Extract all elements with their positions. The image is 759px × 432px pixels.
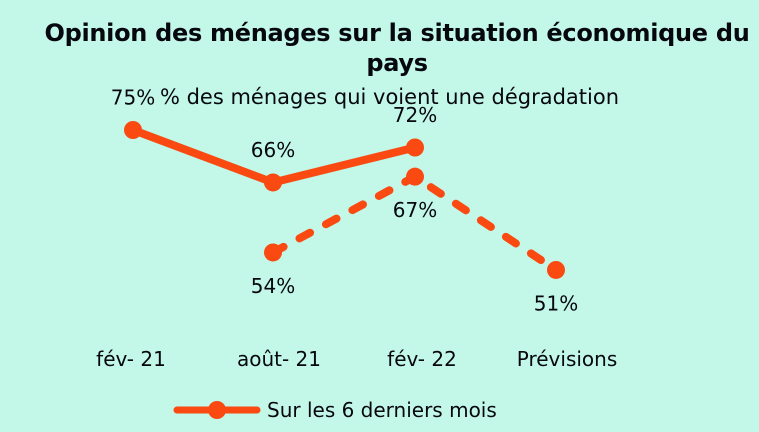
data-point-marker [124, 121, 142, 139]
data-label: 66% [251, 138, 295, 162]
data-label: 54% [251, 274, 295, 298]
data-point-marker [264, 173, 282, 192]
legend-label: Sur les 6 derniers mois [267, 398, 497, 422]
x-axis: fév- 21 août- 21 fév- 22 Prévisions [0, 348, 759, 372]
data-point-marker [547, 260, 565, 279]
x-axis-label: fév- 21 [96, 347, 166, 371]
data-point-marker [406, 138, 424, 157]
chart-title: Opinion des ménages sur la situation éco… [44, 19, 750, 77]
data-label: 75% [111, 86, 155, 110]
legend: Sur les 6 derniers mois [173, 398, 497, 422]
legend-marker-icon [208, 401, 226, 419]
data-point-marker [406, 167, 424, 186]
data-label: 51% [534, 291, 578, 315]
series-line-dashed [269, 172, 560, 274]
x-axis-label: fév- 22 [387, 347, 457, 371]
data-point-marker [264, 243, 282, 262]
data-label: 72% [393, 103, 437, 127]
data-label: 67% [393, 198, 437, 222]
legend-line-marker-icon [173, 401, 261, 419]
x-axis-label: Prévisions [516, 347, 618, 371]
x-axis-label: août- 21 [236, 347, 322, 371]
chart-subtitle: % des ménages qui voient une dégradation [159, 85, 620, 109]
